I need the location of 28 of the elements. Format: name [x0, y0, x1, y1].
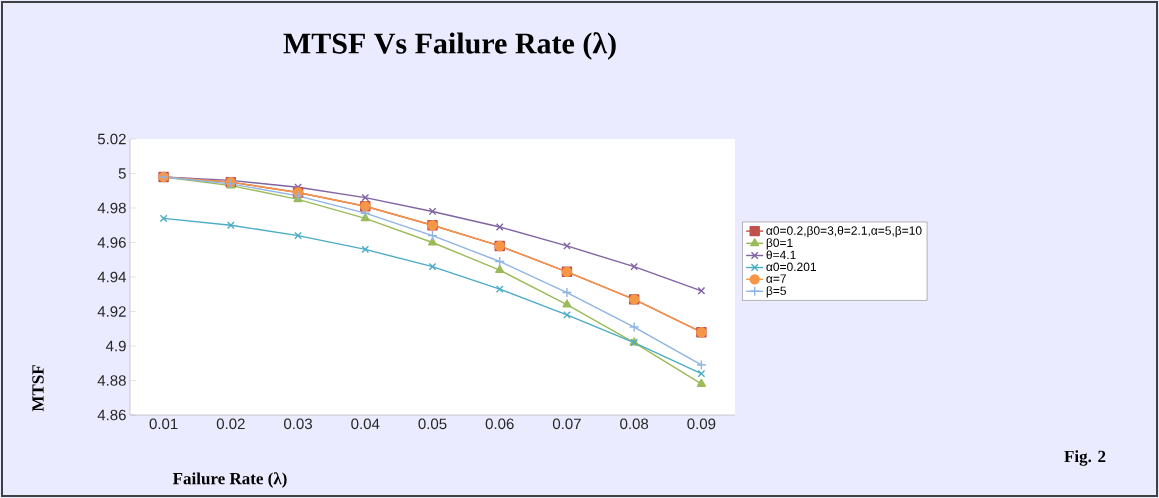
y-axis-title: MTSF: [32, 365, 44, 412]
x-tick-label: 0.02: [216, 418, 245, 430]
chart-title: MTSF Vs Failure Rate (λ): [283, 32, 616, 60]
x-axis-title: Failure Rate (λ): [172, 472, 287, 488]
y-tick-label: 5.02: [97, 133, 126, 145]
x-tick-label: 0.06: [485, 418, 514, 430]
x-tick-label: 0.03: [284, 418, 312, 430]
legend-label: α=7: [766, 274, 786, 283]
caption: Fig. 2: [1064, 450, 1106, 466]
y-tick-label: 4.98: [97, 202, 126, 214]
legend-label: β0=1: [766, 238, 793, 250]
x-tick-label: 0.01: [149, 418, 178, 430]
x-tick-label: 0.04: [351, 418, 380, 430]
y-tick-label: 4.94: [97, 271, 127, 283]
legend-label: α0=0.201: [766, 262, 816, 272]
y-tick-label: 4.96: [97, 237, 126, 248]
y-tick-label: 4.9: [105, 340, 126, 352]
x-tick-label: 0.05: [418, 418, 447, 430]
y-tick-label: 4.88: [97, 375, 126, 386]
x-tick-label: 0.09: [687, 418, 716, 430]
x-tick-label: 0.08: [620, 418, 649, 430]
y-tick-label: 5: [118, 168, 126, 179]
y-tick-label: 4.86: [97, 409, 126, 421]
legend-label: β=5: [766, 286, 786, 298]
legend-label: α0=0.2,β0=3,θ=2.1,α=5,β=10: [766, 226, 922, 238]
y-tick-label: 4.92: [97, 306, 126, 317]
legend-label: θ=4.1: [766, 250, 796, 260]
x-tick-label: 0.07: [552, 418, 581, 430]
